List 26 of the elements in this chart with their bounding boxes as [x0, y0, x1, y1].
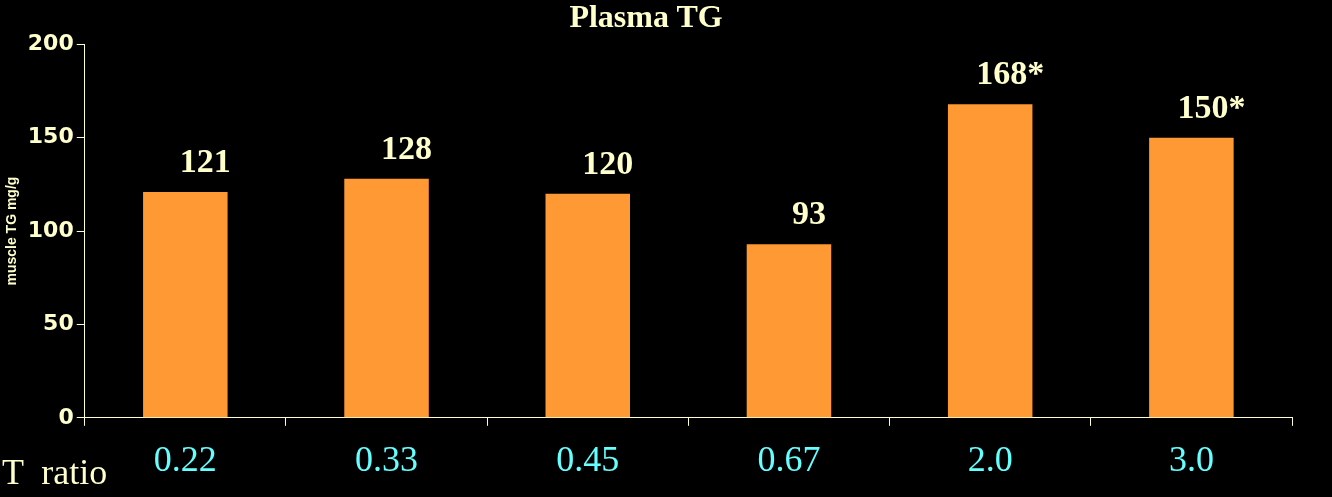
bar — [947, 104, 1033, 418]
data-label: 93 — [791, 193, 826, 231]
bar — [746, 244, 832, 418]
y-tick-label: 150 — [27, 123, 74, 149]
chart-title: Plasma TG — [569, 0, 723, 35]
bar — [344, 178, 429, 418]
x-tick-label: 3.0 — [1168, 438, 1214, 479]
data-label: 168* — [976, 53, 1045, 91]
data-label: 120 — [582, 143, 634, 181]
y-tick-label: 50 — [43, 310, 74, 336]
bar — [1149, 137, 1234, 418]
y-tick-label: 0 — [58, 403, 74, 429]
x-tick-label: 2.0 — [967, 438, 1013, 479]
data-label: 150* — [1177, 87, 1246, 125]
x-tick-label: 0.33 — [355, 438, 419, 479]
data-label: 128 — [381, 128, 433, 166]
bar — [143, 191, 228, 418]
x-tick-label: 0.67 — [757, 438, 821, 479]
bar — [545, 193, 631, 418]
y-tick-label: 200 — [27, 30, 74, 56]
y-tick-label: 100 — [27, 216, 74, 242]
x-tick-label: 0.22 — [153, 438, 217, 479]
data-label: 121 — [179, 141, 231, 179]
x-axis-title: T ratio — [2, 452, 108, 493]
y-axis-title: muscle TG mg/g — [3, 176, 20, 286]
x-tick-label: 0.45 — [556, 438, 620, 479]
